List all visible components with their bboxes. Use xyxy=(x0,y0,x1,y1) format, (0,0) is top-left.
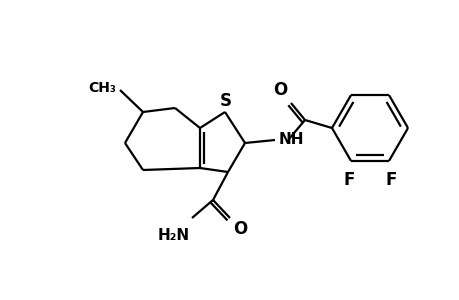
Text: O: O xyxy=(233,220,247,238)
Text: F: F xyxy=(385,171,396,189)
Text: S: S xyxy=(219,92,231,110)
Text: F: F xyxy=(342,171,354,189)
Text: O: O xyxy=(272,81,286,99)
Text: CH₃: CH₃ xyxy=(88,81,116,95)
Text: NH: NH xyxy=(279,133,304,148)
Text: H₂N: H₂N xyxy=(157,228,190,243)
